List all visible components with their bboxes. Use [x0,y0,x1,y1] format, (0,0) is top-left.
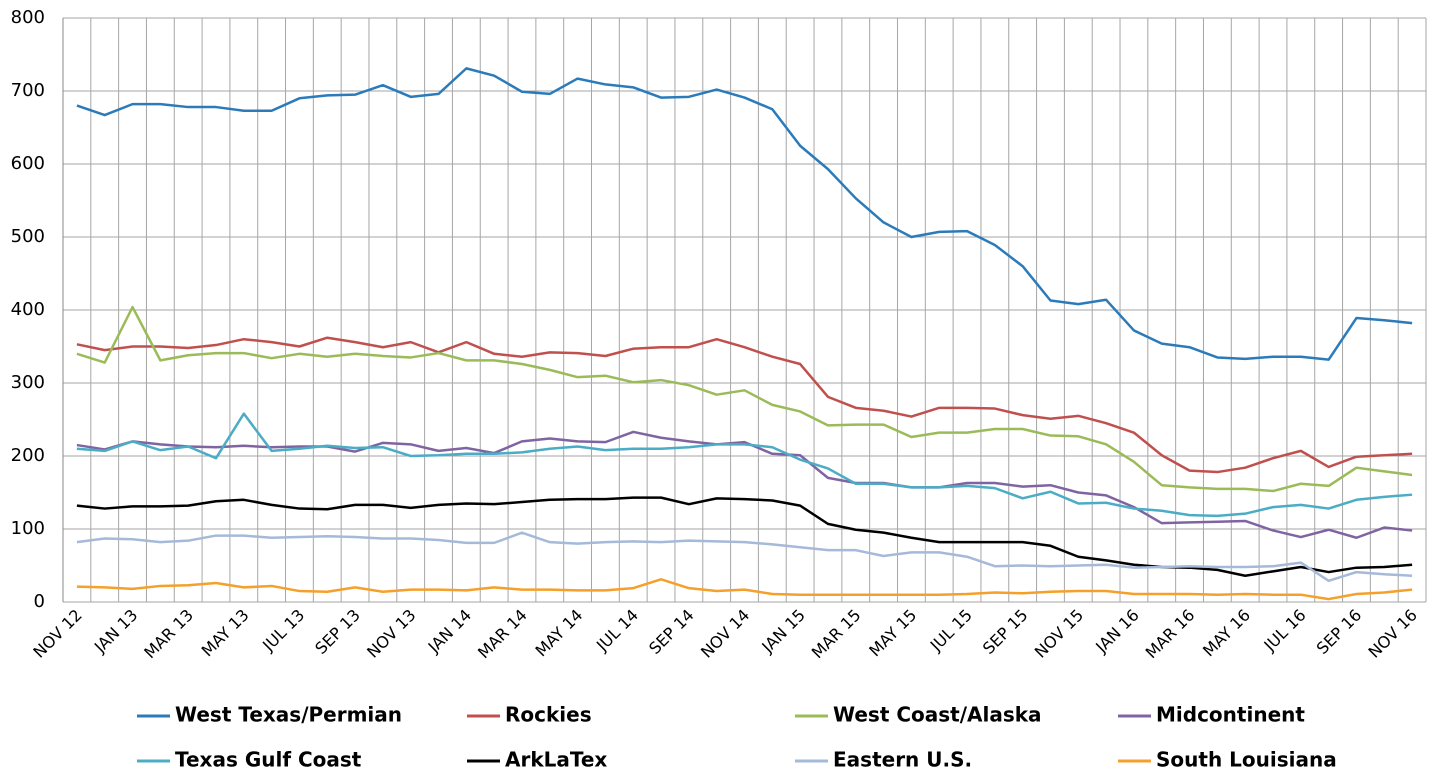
y-tick-label: 400 [11,299,45,320]
y-tick-label: 600 [11,153,45,174]
y-tick-label: 300 [11,372,45,393]
x-tick-label: JAN 15 [757,605,808,656]
series-line [76,531,1413,583]
legend-label: West Texas/Permian [175,703,402,727]
x-tick-label: JUL 15 [926,605,976,655]
series-line [76,336,1413,474]
x-tick-label: NOV 12 [29,605,85,661]
x-tick-label: MAR 16 [1142,605,1199,662]
x-tick-label: JAN 16 [1091,605,1142,656]
legend-label: ArkLaTex [505,748,607,772]
x-tick-label: SEP 16 [1313,605,1366,658]
y-tick-label: 200 [11,445,45,466]
x-tick-label: SEP 13 [311,605,364,658]
x-tick-label: NOV 13 [363,605,419,661]
x-tick-label: SEP 14 [645,605,698,658]
x-tick-label: MAR 13 [140,605,197,662]
x-tick-label: JAN 14 [424,605,475,656]
legend-label: South Louisiana [1156,748,1337,772]
x-tick-label: MAY 16 [1199,605,1254,660]
x-tick-label: MAR 14 [474,605,531,662]
y-tick-label: 500 [11,226,45,247]
legend-label: Texas Gulf Coast [175,748,362,772]
y-tick-label: 800 [11,7,45,28]
series-line [76,305,1413,493]
x-tick-label: MAR 15 [808,605,865,662]
y-tick-label: 700 [11,80,45,101]
x-tick-label: NOV 15 [1031,605,1087,661]
legend-label: Rockies [505,703,592,727]
x-tick-label: MAY 13 [198,605,253,660]
x-tick-label: MAY 15 [865,605,920,660]
legend-label: Midcontinent [1156,703,1305,727]
x-tick-label: SEP 15 [979,605,1032,658]
x-tick-label: JUL 14 [592,605,642,655]
x-tick-label: NOV 16 [1365,605,1421,661]
x-tick-label: NOV 14 [697,605,753,661]
y-tick-label: 0 [34,591,45,612]
series-line [76,430,1413,540]
x-tick-label: MAY 14 [531,605,586,660]
x-tick-label: JAN 13 [90,605,141,656]
series-line [76,578,1413,601]
legend-label: West Coast/Alaska [833,703,1042,727]
x-tick-label: JUL 16 [1260,605,1310,655]
series-line [76,412,1413,518]
series-line [76,67,1413,361]
y-tick-label: 100 [11,518,45,539]
legend-label: Eastern U.S. [833,748,972,772]
x-tick-label: JUL 13 [258,605,308,655]
series-line [76,496,1413,577]
